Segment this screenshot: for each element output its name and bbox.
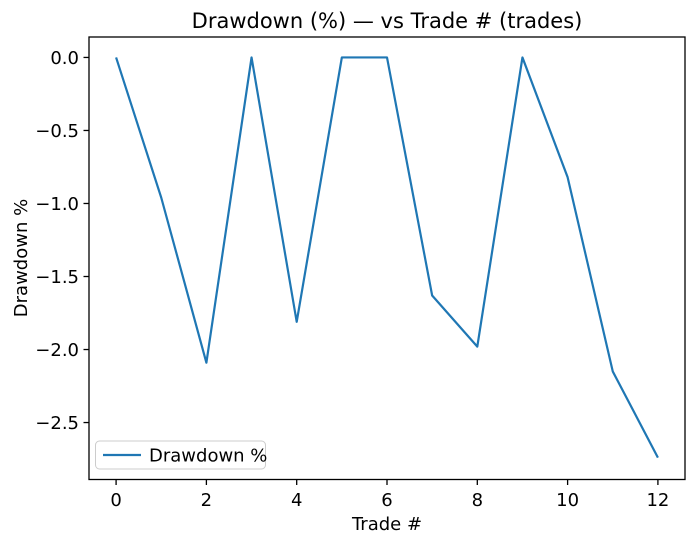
y-tick-label: −2.5 bbox=[35, 413, 79, 434]
legend: Drawdown % bbox=[95, 440, 267, 470]
y-axis-ticks: 0.0 −0.5 −1.0 −1.5 −2.0 −2.5 bbox=[35, 48, 89, 434]
x-tick-label: 12 bbox=[646, 490, 669, 511]
x-tick-label: 0 bbox=[110, 490, 121, 511]
series-lines bbox=[115, 56, 659, 459]
legend-box bbox=[95, 440, 266, 470]
y-axis-label: Drawdown % bbox=[11, 199, 32, 317]
x-axis-label: Trade # bbox=[351, 514, 422, 535]
x-tick-label: 8 bbox=[472, 490, 483, 511]
y-tick-label: −2.0 bbox=[35, 340, 79, 361]
legend-label: Drawdown % bbox=[149, 446, 267, 467]
x-tick-label: 4 bbox=[291, 490, 302, 511]
x-axis-ticks: 0 2 4 6 8 10 12 bbox=[110, 479, 669, 511]
y-tick-label: −1.5 bbox=[35, 267, 79, 288]
y-tick-label: 0.0 bbox=[50, 48, 79, 69]
x-tick-label: 2 bbox=[201, 490, 212, 511]
y-tick-label: −1.0 bbox=[35, 194, 79, 215]
data-line bbox=[115, 56, 659, 459]
x-tick-label: 6 bbox=[381, 490, 392, 511]
y-tick-label: −0.5 bbox=[35, 121, 79, 142]
chart-title: Drawdown (%) — vs Trade # (trades) bbox=[192, 9, 583, 33]
x-tick-label: 10 bbox=[556, 490, 579, 511]
plot-border bbox=[88, 36, 686, 481]
